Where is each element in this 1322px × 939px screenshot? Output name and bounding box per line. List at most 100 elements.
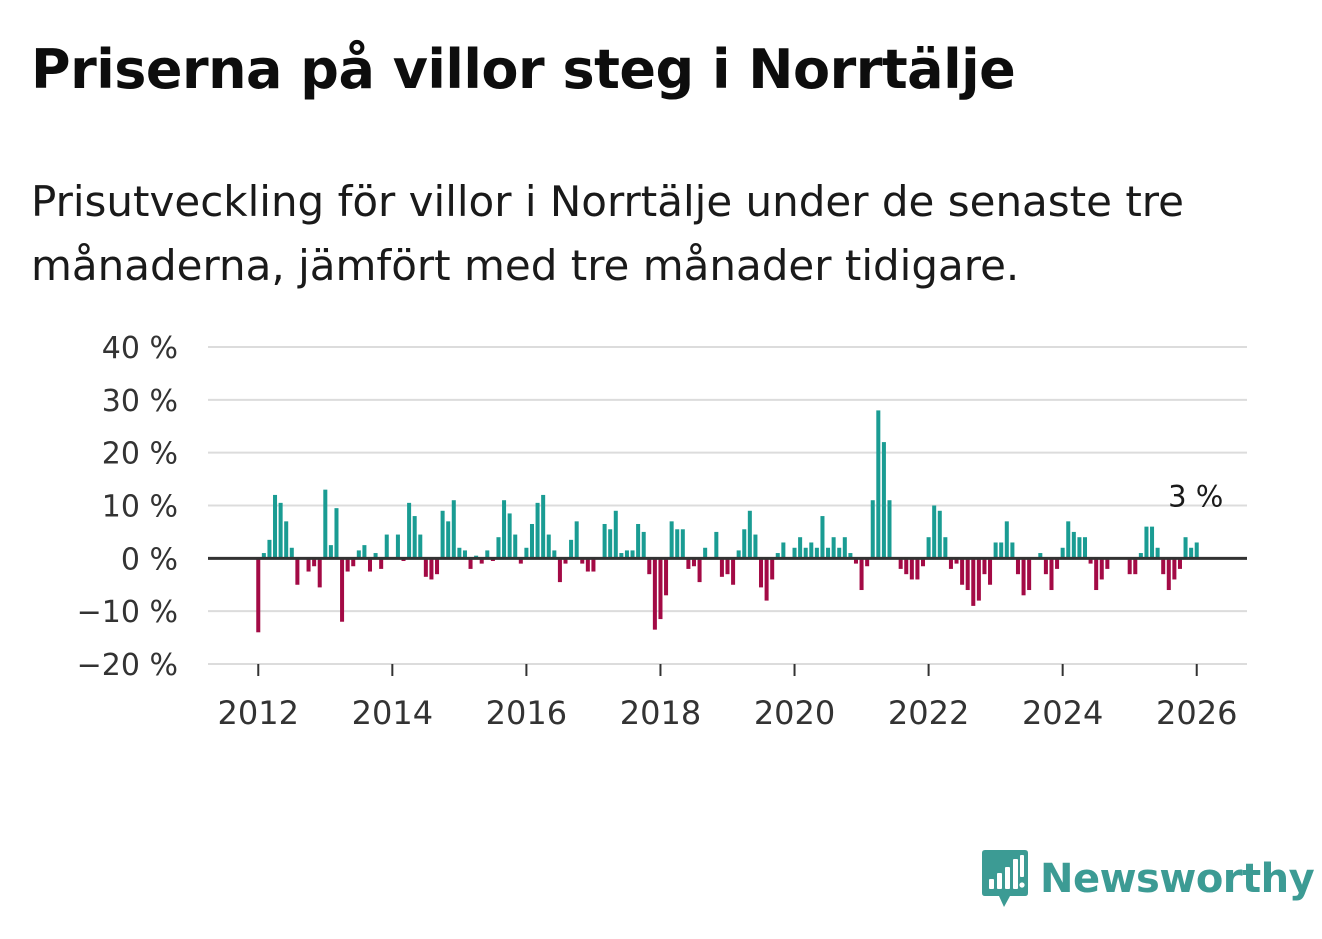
bar — [507, 513, 512, 559]
y-tick-label: 20 % — [102, 437, 178, 472]
x-tick-label: 2018 — [620, 694, 701, 732]
bar — [965, 558, 970, 591]
bar — [1088, 558, 1093, 564]
bar — [809, 542, 814, 559]
bar — [1194, 542, 1199, 559]
bar — [328, 545, 333, 559]
bar — [317, 558, 322, 588]
bar — [988, 558, 993, 585]
bar — [848, 553, 853, 559]
bar — [1055, 558, 1060, 569]
y-tick-label: −20 % — [77, 648, 178, 683]
bar — [373, 553, 378, 559]
bar — [1138, 553, 1143, 559]
y-tick-label: 30 % — [102, 384, 178, 419]
bar — [312, 558, 317, 567]
bar — [904, 558, 909, 575]
bar — [340, 558, 345, 622]
bar — [837, 547, 842, 559]
bar — [1004, 521, 1009, 559]
bar — [764, 558, 769, 601]
bar — [697, 558, 702, 583]
bar — [278, 502, 283, 559]
newsworthy-logo-icon — [982, 850, 1028, 907]
bar — [563, 558, 568, 564]
bar — [1133, 558, 1138, 575]
bar — [1060, 547, 1065, 559]
bar — [736, 550, 741, 559]
bar — [518, 558, 523, 564]
bar — [379, 558, 384, 569]
bar — [407, 502, 412, 559]
bar — [675, 529, 680, 559]
bar — [1071, 531, 1076, 559]
bar — [261, 553, 266, 559]
bar — [865, 558, 870, 567]
bar — [624, 550, 629, 559]
bar — [1066, 521, 1071, 559]
bar — [826, 547, 831, 559]
bar — [1155, 547, 1160, 559]
bar — [770, 558, 775, 580]
bar — [351, 558, 356, 567]
x-tick-label: 2012 — [218, 694, 299, 732]
bar — [731, 558, 736, 585]
bar — [1038, 553, 1043, 559]
x-tick-label: 2014 — [352, 694, 433, 732]
bar — [462, 550, 467, 559]
x-tick-label: 2020 — [754, 694, 835, 732]
bar — [608, 529, 613, 559]
bar — [814, 547, 819, 559]
bar — [529, 523, 534, 559]
bar — [602, 523, 607, 559]
bar — [842, 537, 847, 559]
bar — [937, 510, 942, 559]
bar — [1127, 558, 1132, 575]
y-axis-labels: 40 % 30 % 20 % 10 % 0 % −10 % −20 % — [77, 331, 178, 683]
bar — [1094, 558, 1099, 591]
bar — [429, 558, 434, 580]
bar — [703, 547, 708, 559]
bar — [535, 502, 540, 559]
bar — [1049, 558, 1054, 591]
y-tick-label: 10 % — [102, 490, 178, 525]
bar — [1082, 537, 1088, 559]
bar — [440, 510, 445, 559]
bar — [367, 558, 372, 572]
bar — [887, 500, 892, 559]
bar — [345, 558, 350, 572]
bar — [636, 523, 641, 559]
bar — [1015, 558, 1020, 575]
grid-lines — [208, 346, 1247, 665]
bar — [881, 442, 886, 559]
bar — [513, 534, 518, 559]
bar — [680, 529, 685, 559]
bar — [932, 505, 937, 559]
bar — [468, 558, 473, 569]
bar — [267, 539, 272, 559]
bar — [569, 539, 574, 559]
bar — [1099, 558, 1104, 580]
bar — [909, 558, 914, 580]
bar — [652, 558, 657, 630]
bar — [976, 558, 981, 601]
bar — [256, 558, 261, 633]
bar — [580, 558, 585, 564]
bar — [859, 558, 864, 591]
y-tick-label: 0 % — [121, 542, 178, 577]
bar — [546, 534, 551, 559]
brand-name: Newsworthy — [1040, 856, 1315, 902]
bar — [831, 537, 836, 559]
bar — [418, 534, 423, 559]
bar — [803, 547, 808, 559]
bar — [870, 500, 875, 559]
bar — [647, 558, 652, 575]
bar — [999, 542, 1004, 559]
bar — [1105, 558, 1110, 569]
bar — [853, 558, 858, 564]
bar — [435, 558, 440, 575]
bars — [256, 410, 1199, 633]
bar — [446, 521, 451, 559]
last-value-label: 3 % — [1168, 479, 1223, 513]
bar — [954, 558, 959, 564]
